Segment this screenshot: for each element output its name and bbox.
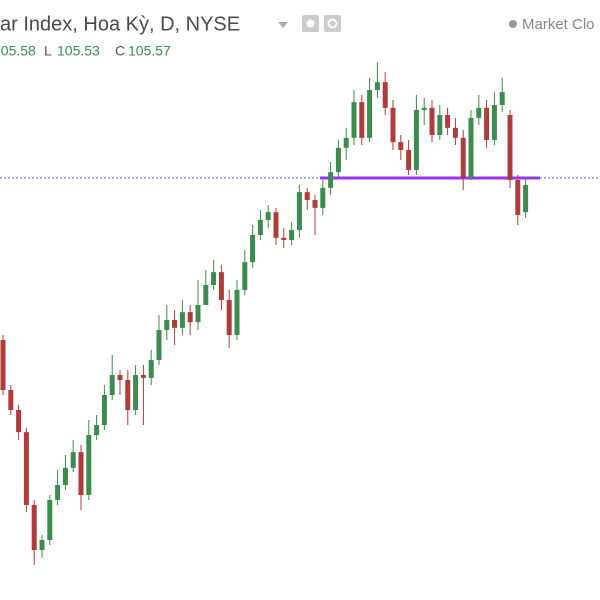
candle-body	[109, 375, 115, 395]
candle-body	[367, 90, 373, 138]
candle-body	[390, 107, 396, 143]
candle-body	[437, 115, 443, 135]
candle-body	[289, 230, 295, 240]
candle-body	[125, 380, 131, 410]
candle-body	[507, 115, 513, 180]
low-label: L	[44, 43, 52, 59]
candle-body	[148, 360, 154, 378]
candle-body	[343, 137, 349, 148]
candle-body	[398, 142, 404, 150]
candle-body	[8, 390, 14, 410]
candle-body	[16, 410, 22, 433]
candle-body	[133, 375, 139, 410]
candle-body	[320, 187, 326, 208]
candle-body	[257, 220, 263, 235]
candle-body	[179, 312, 185, 328]
candle-body	[86, 435, 92, 495]
candle-body	[335, 147, 341, 173]
candle-body	[218, 272, 224, 300]
candle-body	[476, 107, 482, 118]
visibility-icon-eye	[306, 19, 315, 28]
close-label: C	[115, 43, 125, 59]
candle-body	[195, 305, 201, 323]
candle-body	[530, 177, 536, 179]
candle-body	[156, 330, 162, 360]
candle-body	[421, 107, 427, 110]
candle-body	[281, 237, 287, 240]
candle-body	[172, 320, 178, 328]
high-value: 105.58	[0, 43, 36, 59]
candle-body	[374, 82, 380, 90]
candle-body	[452, 127, 458, 138]
candle-body	[312, 200, 318, 208]
candle-body	[101, 395, 107, 425]
candle-body	[78, 452, 84, 495]
candle-body	[39, 540, 45, 550]
candle-body	[304, 192, 310, 200]
candle-body	[460, 137, 466, 178]
candle-body	[445, 115, 451, 128]
candle-body	[242, 262, 248, 290]
candle-body	[523, 185, 529, 213]
candle-body	[117, 375, 123, 380]
candle-body	[328, 172, 334, 188]
candle-body	[226, 300, 232, 335]
low-value: 105.53	[57, 43, 100, 59]
candle-body	[429, 107, 435, 135]
chart-title: ar Index, Hoa Kỳ, D, NYSE	[0, 13, 240, 35]
candle-body	[55, 485, 61, 500]
market-status-dot	[509, 20, 517, 28]
candle-body	[491, 105, 497, 140]
candle-body	[515, 180, 521, 215]
candle-body	[296, 192, 302, 230]
candle-body	[234, 290, 240, 335]
candle-body	[484, 107, 490, 140]
settings-icon[interactable]	[324, 15, 341, 32]
candle-body	[0, 340, 6, 390]
candle-body	[140, 375, 146, 378]
candle-body	[47, 500, 53, 540]
candle-body	[406, 150, 412, 170]
candle-body	[70, 452, 76, 468]
candle-body	[413, 110, 419, 170]
close-value: 105.57	[128, 43, 171, 59]
candle-body	[164, 320, 170, 330]
candle-body	[94, 425, 100, 435]
candle-body	[203, 285, 209, 305]
candle-body	[265, 212, 271, 220]
dropdown-arrow[interactable]	[278, 22, 288, 28]
candle-body	[359, 102, 365, 138]
candle-body	[250, 235, 256, 263]
candle-body	[187, 312, 193, 323]
candle-body	[382, 82, 388, 108]
market-status: Market Clo	[522, 16, 595, 33]
candle-body	[62, 467, 68, 485]
settings-icon-gear	[327, 18, 338, 29]
candle-body	[273, 212, 279, 238]
candle-body	[351, 102, 357, 138]
candle-body	[23, 432, 29, 505]
candle-body	[31, 505, 37, 550]
candle-body	[499, 92, 505, 105]
candle-body	[211, 272, 217, 285]
candle-body	[468, 117, 474, 178]
